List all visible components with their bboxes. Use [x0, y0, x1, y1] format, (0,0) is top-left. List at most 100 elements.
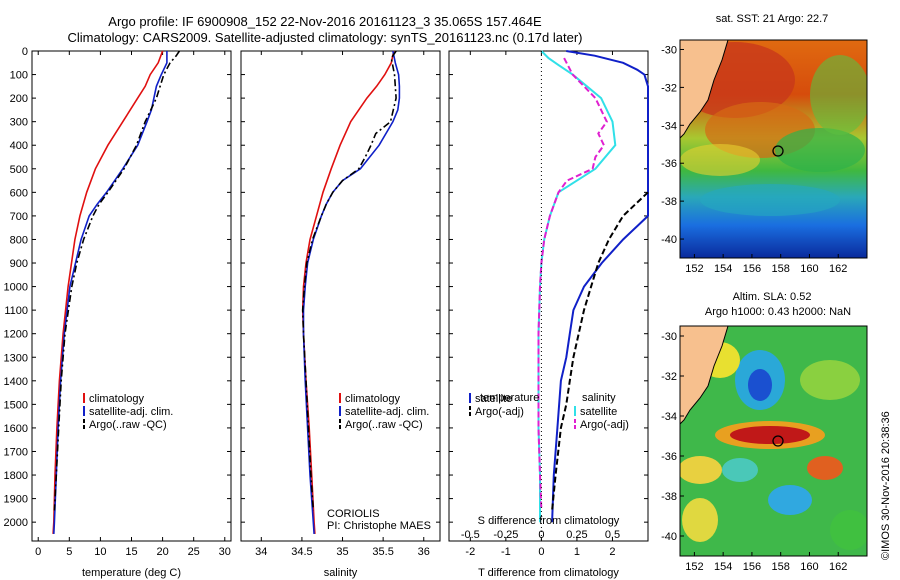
y-tick-label: 1800 — [4, 470, 28, 482]
y-tick-label: 1300 — [4, 352, 28, 364]
s-tick-label: 0 — [538, 529, 544, 541]
map-y-tick-label: -34 — [661, 411, 677, 423]
s-tick-label: -0.5 — [461, 529, 480, 541]
plot-frame — [448, 50, 649, 542]
y-tick-label: 900 — [10, 258, 28, 270]
x-tick-label: 36 — [418, 546, 430, 558]
legend-label: satellite — [475, 393, 512, 405]
y-tick-label: 800 — [10, 234, 28, 246]
y-tick-label: 1400 — [4, 376, 28, 388]
map-y-tick-label: -38 — [661, 491, 677, 503]
map-y-tick-label: -34 — [661, 120, 677, 132]
s-tick-label: 0.5 — [605, 529, 620, 541]
y-tick-label: 2000 — [4, 517, 28, 529]
y-tick-label: 1200 — [4, 329, 28, 341]
series-line-3 — [537, 57, 608, 511]
map-x-tick-label: 152 — [685, 263, 703, 275]
x-tick-label: 34.5 — [291, 546, 312, 558]
x-tick-label: 15 — [125, 546, 137, 558]
series-line-1 — [551, 191, 649, 511]
y-tick-label: 1100 — [4, 305, 28, 317]
map-y-tick-label: -32 — [661, 82, 677, 94]
legend-label: Argo(-adj) — [475, 406, 524, 418]
map-y-tick-label: -36 — [661, 451, 677, 463]
map-x-tick-label: 160 — [800, 561, 818, 573]
float-marker — [772, 435, 784, 447]
sst-map — [679, 39, 868, 259]
legend-label: Argo(..raw -QC) — [89, 419, 167, 431]
y-tick-label: 1900 — [4, 494, 28, 506]
legend-label: Argo(..raw -QC) — [345, 419, 423, 431]
x-axis-label: temperature (deg C) — [82, 567, 181, 579]
x-tick-label: 2 — [609, 546, 615, 558]
y-tick-label: 1500 — [4, 399, 28, 411]
map-y-tick-label: -36 — [661, 158, 677, 170]
map-x-tick-label: 152 — [685, 561, 703, 573]
y-tick-label: 1700 — [4, 446, 28, 458]
series-line-2 — [301, 50, 397, 511]
y-tick-label: 1000 — [4, 282, 28, 294]
x-tick-label: 0 — [35, 546, 41, 558]
sla-map — [679, 325, 868, 557]
y-tick-label: 1600 — [4, 423, 28, 435]
series-line-0 — [551, 50, 649, 523]
x-tick-label: 0 — [538, 546, 544, 558]
map-y-tick-label: -40 — [661, 531, 677, 543]
map-x-tick-label: 162 — [829, 263, 847, 275]
map-y-tick-label: -40 — [661, 234, 677, 246]
x-tick-label: 20 — [156, 546, 168, 558]
x-tick-label: -1 — [501, 546, 511, 558]
map-x-tick-label: 156 — [743, 263, 761, 275]
x-tick-label: 25 — [188, 546, 200, 558]
legend-title: temperature — [480, 392, 539, 404]
x-tick-label: -2 — [465, 546, 475, 558]
series-line-0 — [52, 50, 164, 534]
source-annotation: PI: Christophe MAES — [327, 520, 431, 532]
y-tick-label: 300 — [10, 117, 28, 129]
y-tick-label: 100 — [10, 70, 28, 82]
x-tick-label: 5 — [66, 546, 72, 558]
map-x-tick-label: 158 — [772, 561, 790, 573]
y-tick-label: 600 — [10, 187, 28, 199]
legend-title: salinity — [582, 392, 616, 404]
map-y-tick-label: -30 — [661, 44, 677, 56]
imos-stamp: ©IMOS 30-Nov-2016 20:38:36 — [880, 411, 892, 560]
map-y-tick-label: -38 — [661, 196, 677, 208]
sla-title-line2: Argo h1000: 0.43 h2000: NaN — [705, 306, 851, 318]
plot-frame — [31, 50, 232, 542]
x-tick-label: 30 — [219, 546, 231, 558]
legend-label: satellite-adj. clim. — [345, 406, 429, 418]
x-tick-label: 35 — [336, 546, 348, 558]
x-tick-label: 1 — [574, 546, 580, 558]
map-x-tick-label: 160 — [800, 263, 818, 275]
source-annotation: CORIOLIS — [327, 508, 380, 520]
map-x-tick-label: 154 — [714, 263, 732, 275]
profile-panel-2: -2 -1 0 1 2 T difference from climatology -0.5… — [448, 50, 649, 579]
y-tick-label: 700 — [10, 211, 28, 223]
series-line-0 — [301, 50, 395, 534]
y-tick-label: 200 — [10, 93, 28, 105]
legend-label: satellite — [580, 406, 617, 418]
legend-label: satellite-adj. clim. — [89, 406, 173, 418]
legend-label: climatology — [89, 393, 145, 405]
s-axis-label: S difference from climatology — [478, 515, 620, 527]
y-tick-label: 0 — [22, 46, 28, 58]
map-x-tick-label: 154 — [714, 561, 732, 573]
chart-title-line1: Argo profile: IF 6900908_152 22-Nov-2016… — [108, 14, 542, 29]
sst-title: sat. SST: 21 Argo: 22.7 — [716, 13, 829, 25]
map-x-tick-label: 156 — [743, 561, 761, 573]
profile-panel-0: 0100200300400500600700800900100011001200… — [4, 46, 232, 579]
map-y-tick-label: -32 — [661, 371, 677, 383]
chart-title-line2: Climatology: CARS2009. Satellite-adjuste… — [67, 30, 583, 45]
sla-title-line1: Altim. SLA: 0.52 — [733, 291, 812, 303]
y-tick-label: 400 — [10, 140, 28, 152]
x-tick-label: 34 — [255, 546, 267, 558]
series-line-2 — [53, 50, 181, 511]
plot-frame — [240, 50, 441, 542]
legend-label: Argo(-adj) — [580, 419, 629, 431]
x-axis-label: salinity — [324, 567, 358, 579]
x-tick-label: 10 — [94, 546, 106, 558]
x-axis-label: T difference from climatology — [478, 567, 619, 579]
s-tick-label: -0.25 — [493, 529, 518, 541]
y-tick-label: 500 — [10, 164, 28, 176]
